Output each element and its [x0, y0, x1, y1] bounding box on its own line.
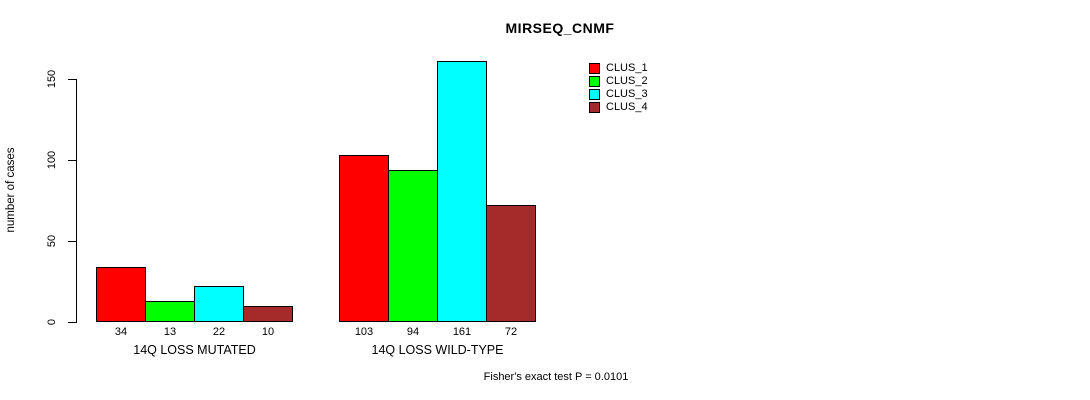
legend-item-clus_2: CLUS_2 — [589, 75, 648, 88]
stat-test-annotation: Fisher's exact test P = 0.0101 — [483, 371, 629, 383]
y-axis-label: number of cases — [5, 147, 17, 233]
legend-label: CLUS_2 — [606, 75, 648, 87]
bar-clus_1-group1 — [96, 267, 146, 322]
y-tick-label: 150 — [46, 69, 58, 89]
y-tick-label: 100 — [46, 150, 58, 170]
bar-value-label: 10 — [261, 326, 275, 338]
legend-label: CLUS_4 — [606, 101, 648, 113]
legend-item-clus_3: CLUS_3 — [589, 88, 648, 101]
bar-value-label: 94 — [406, 326, 420, 338]
legend-label: CLUS_3 — [606, 88, 648, 100]
bar-clus_4-group1 — [243, 306, 293, 322]
legend-swatch — [589, 89, 600, 100]
legend-label: CLUS_1 — [606, 62, 648, 74]
y-tick-mark — [68, 160, 76, 161]
y-tick-mark — [68, 241, 76, 242]
x-group-label: 14Q LOSS MUTATED — [133, 343, 256, 357]
bar-value-label: 72 — [504, 326, 518, 338]
y-tick-label: 0 — [46, 318, 58, 326]
bar-clus_3-group1 — [194, 286, 244, 322]
bar-value-label: 34 — [114, 326, 128, 338]
y-tick-label: 50 — [46, 234, 58, 248]
legend: CLUS_1 CLUS_2 CLUS_3 CLUS_4 — [589, 62, 648, 114]
bar-clus_3-group2 — [437, 61, 487, 322]
legend-swatch — [589, 63, 600, 74]
bar-value-label: 103 — [354, 326, 374, 338]
bar-value-label: 22 — [212, 326, 226, 338]
x-group-label: 14Q LOSS WILD-TYPE — [371, 343, 504, 357]
legend-swatch — [589, 102, 600, 113]
bar-clus_2-group2 — [388, 170, 438, 322]
y-axis-line — [76, 79, 77, 323]
legend-swatch — [589, 76, 600, 87]
bar-value-label: 13 — [163, 326, 177, 338]
bar-clus_4-group2 — [486, 205, 536, 322]
chart-title: MIRSEQ_CNMF — [505, 20, 615, 36]
legend-item-clus_4: CLUS_4 — [589, 101, 648, 114]
legend-item-clus_1: CLUS_1 — [589, 62, 648, 75]
bar-value-label: 161 — [452, 326, 472, 338]
bar-clus_2-group1 — [145, 301, 195, 322]
bar-clus_1-group2 — [339, 155, 389, 322]
y-tick-mark — [68, 79, 76, 80]
y-tick-mark — [68, 322, 76, 323]
